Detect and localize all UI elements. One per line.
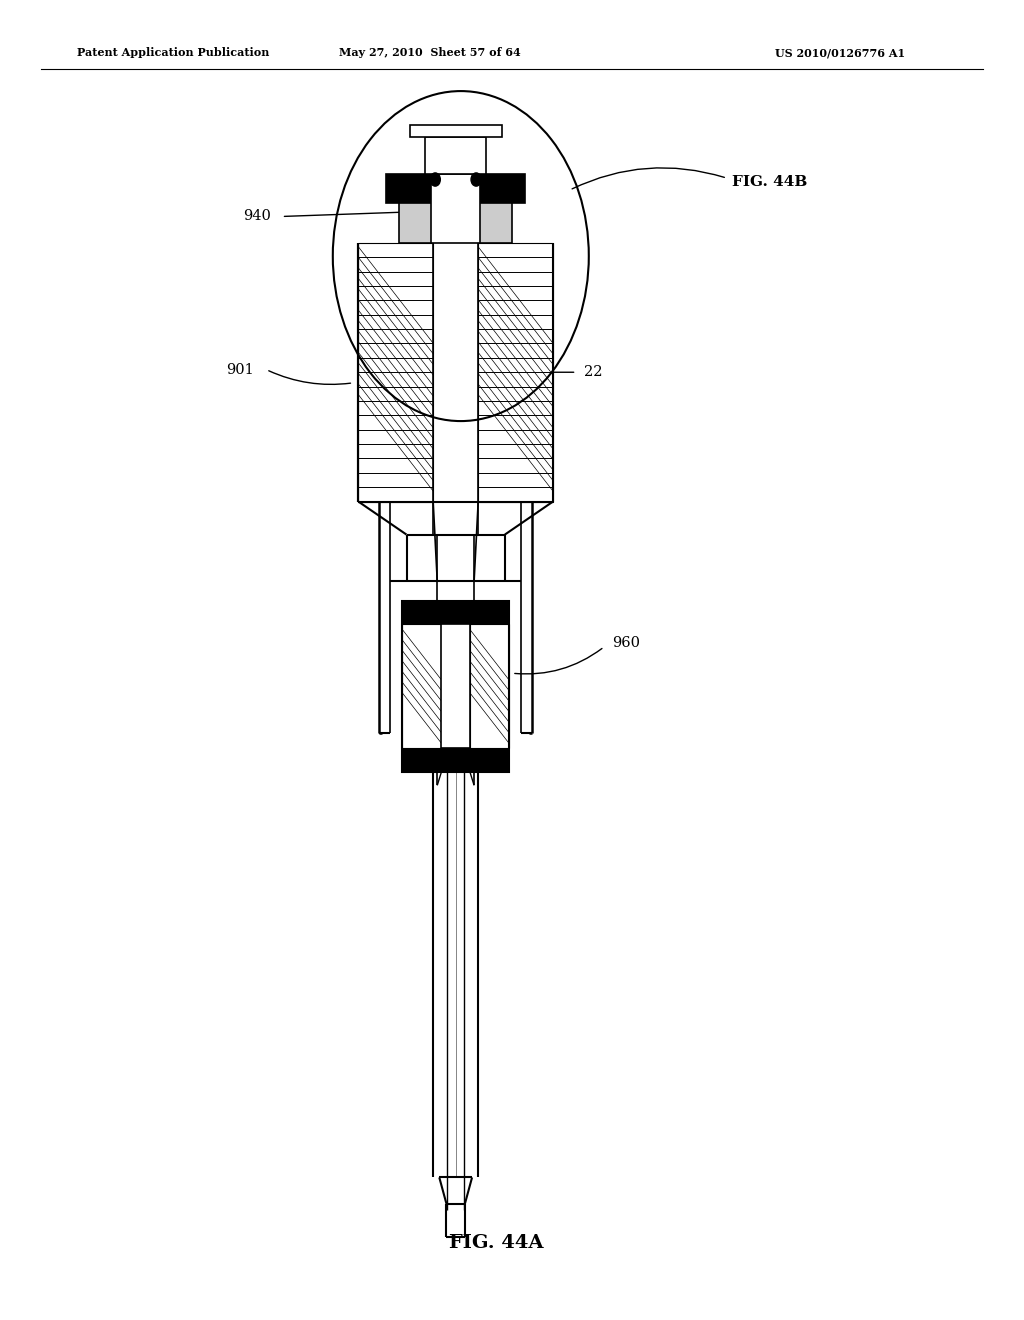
Text: 22: 22 (584, 366, 602, 379)
Bar (431, 174, 480, 243)
Text: 901: 901 (226, 363, 254, 376)
Bar (402, 624, 441, 748)
Bar (402, 601, 509, 624)
Text: May 27, 2010  Sheet 57 of 64: May 27, 2010 Sheet 57 of 64 (339, 48, 521, 58)
Text: FIG. 44B: FIG. 44B (732, 176, 808, 189)
Bar (470, 624, 509, 748)
Circle shape (430, 173, 440, 186)
Text: Patent Application Publication: Patent Application Publication (77, 48, 269, 58)
Bar (410, 125, 502, 137)
Bar (386, 174, 525, 203)
Bar (399, 203, 512, 243)
Bar (402, 748, 509, 772)
Bar (358, 243, 433, 502)
Bar (399, 203, 431, 243)
Text: 940: 940 (244, 210, 271, 223)
Text: FIG. 44A: FIG. 44A (450, 1234, 544, 1253)
Circle shape (471, 173, 481, 186)
Bar (441, 624, 470, 748)
Bar (478, 243, 553, 502)
Bar (402, 601, 509, 772)
Bar (390, 243, 521, 733)
Bar (425, 137, 486, 174)
Text: 960: 960 (612, 636, 640, 649)
Bar (480, 203, 512, 243)
Text: US 2010/0126776 A1: US 2010/0126776 A1 (774, 48, 905, 58)
